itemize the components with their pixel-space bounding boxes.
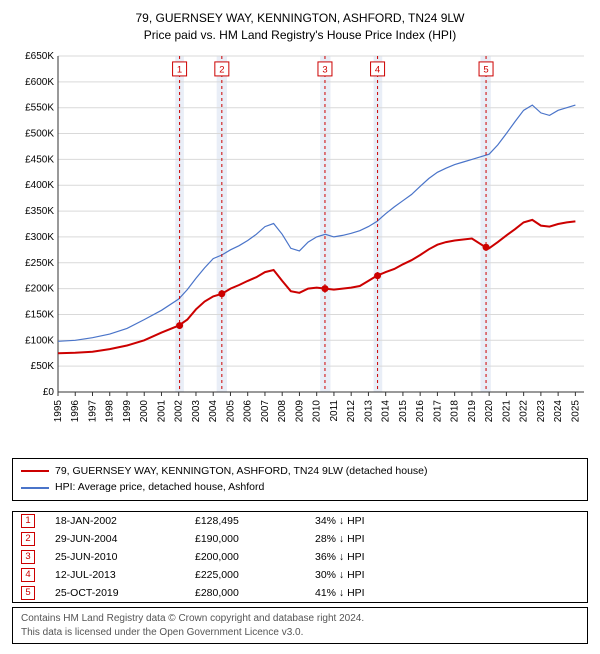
- svg-text:£100K: £100K: [25, 335, 54, 346]
- row-delta: 30% ↓ HPI: [315, 569, 455, 581]
- svg-text:2006: 2006: [243, 399, 254, 422]
- row-price: £225,000: [195, 569, 315, 581]
- svg-text:3: 3: [322, 64, 327, 75]
- svg-text:2013: 2013: [363, 399, 374, 422]
- footer-line-2: This data is licensed under the Open Gov…: [21, 626, 579, 640]
- row-date: 29-JUN-2004: [55, 533, 195, 545]
- svg-text:2007: 2007: [260, 399, 271, 422]
- row-delta: 28% ↓ HPI: [315, 533, 455, 545]
- legend-label: HPI: Average price, detached house, Ashf…: [55, 479, 264, 496]
- legend-swatch: [21, 470, 49, 472]
- chart-title-1: 79, GUERNSEY WAY, KENNINGTON, ASHFORD, T…: [12, 10, 588, 27]
- svg-text:£650K: £650K: [25, 51, 54, 62]
- row-price: £128,495: [195, 515, 315, 527]
- svg-text:2021: 2021: [501, 399, 512, 422]
- chart-svg: £0 £50K £100K £150K £200K £250K £300K £350K £400…: [12, 50, 588, 450]
- row-delta: 34% ↓ HPI: [315, 515, 455, 527]
- svg-text:2008: 2008: [277, 399, 288, 422]
- svg-text:2014: 2014: [381, 399, 392, 422]
- svg-text:2: 2: [219, 64, 224, 75]
- row-marker: 1: [21, 514, 55, 528]
- legend-swatch: [21, 487, 49, 489]
- svg-text:1: 1: [177, 64, 182, 75]
- row-delta: 41% ↓ HPI: [315, 587, 455, 599]
- svg-text:£200K: £200K: [25, 283, 54, 294]
- chart-title-2: Price paid vs. HM Land Registry's House …: [12, 27, 588, 44]
- svg-text:£450K: £450K: [25, 154, 54, 165]
- svg-text:1995: 1995: [53, 399, 64, 422]
- row-date: 25-OCT-2019: [55, 587, 195, 599]
- svg-text:1996: 1996: [70, 399, 81, 422]
- svg-text:2018: 2018: [450, 399, 461, 422]
- table-row: 325-JUN-2010£200,00036% ↓ HPI: [13, 548, 587, 566]
- svg-text:2001: 2001: [156, 399, 167, 422]
- row-price: £200,000: [195, 551, 315, 563]
- svg-text:2015: 2015: [398, 399, 409, 422]
- row-marker: 5: [21, 586, 55, 600]
- table-row: 525-OCT-2019£280,00041% ↓ HPI: [13, 584, 587, 602]
- row-date: 12-JUL-2013: [55, 569, 195, 581]
- legend-item-property: 79, GUERNSEY WAY, KENNINGTON, ASHFORD, T…: [21, 463, 579, 480]
- svg-text:1999: 1999: [122, 399, 133, 422]
- row-price: £190,000: [195, 533, 315, 545]
- svg-text:2016: 2016: [415, 399, 426, 422]
- svg-text:2000: 2000: [139, 399, 150, 422]
- table-row: 118-JAN-2002£128,49534% ↓ HPI: [13, 512, 587, 530]
- svg-text:£0: £0: [43, 387, 55, 398]
- svg-text:£150K: £150K: [25, 309, 54, 320]
- row-marker: 4: [21, 568, 55, 582]
- row-delta: 36% ↓ HPI: [315, 551, 455, 563]
- svg-text:2010: 2010: [312, 399, 323, 422]
- svg-text:2011: 2011: [329, 399, 340, 421]
- footer-line-1: Contains HM Land Registry data © Crown c…: [21, 612, 579, 626]
- svg-text:2009: 2009: [294, 399, 305, 422]
- svg-text:£500K: £500K: [25, 128, 54, 139]
- table-row: 229-JUN-2004£190,00028% ↓ HPI: [13, 530, 587, 548]
- footer: Contains HM Land Registry data © Crown c…: [12, 607, 588, 644]
- svg-text:£400K: £400K: [25, 180, 54, 191]
- chart: £0 £50K £100K £150K £200K £250K £300K £350K £400…: [12, 50, 588, 450]
- svg-text:1998: 1998: [105, 399, 116, 422]
- legend-item-hpi: HPI: Average price, detached house, Ashf…: [21, 479, 579, 496]
- row-date: 25-JUN-2010: [55, 551, 195, 563]
- svg-text:5: 5: [483, 64, 488, 75]
- svg-text:2004: 2004: [208, 399, 219, 422]
- svg-text:£350K: £350K: [25, 206, 54, 217]
- svg-text:2003: 2003: [191, 399, 202, 422]
- svg-text:2019: 2019: [467, 399, 478, 422]
- svg-text:£300K: £300K: [25, 232, 54, 243]
- legend-label: 79, GUERNSEY WAY, KENNINGTON, ASHFORD, T…: [55, 463, 428, 480]
- svg-text:2002: 2002: [174, 399, 185, 422]
- legend: 79, GUERNSEY WAY, KENNINGTON, ASHFORD, T…: [12, 458, 588, 502]
- svg-text:2020: 2020: [484, 399, 495, 422]
- svg-text:4: 4: [375, 64, 380, 75]
- svg-text:2012: 2012: [346, 399, 357, 422]
- row-date: 18-JAN-2002: [55, 515, 195, 527]
- svg-text:£50K: £50K: [31, 361, 55, 372]
- svg-text:£550K: £550K: [25, 102, 54, 113]
- row-price: £280,000: [195, 587, 315, 599]
- svg-text:2022: 2022: [519, 399, 530, 422]
- svg-text:2005: 2005: [225, 399, 236, 422]
- table-row: 412-JUL-2013£225,00030% ↓ HPI: [13, 566, 587, 584]
- svg-text:2025: 2025: [570, 399, 581, 422]
- svg-text:2017: 2017: [432, 399, 443, 422]
- sales-table: 118-JAN-2002£128,49534% ↓ HPI229-JUN-200…: [12, 511, 588, 603]
- svg-text:£250K: £250K: [25, 257, 54, 268]
- row-marker: 3: [21, 550, 55, 564]
- row-marker: 2: [21, 532, 55, 546]
- svg-text:1997: 1997: [87, 399, 98, 422]
- svg-text:2023: 2023: [536, 399, 547, 422]
- svg-text:£600K: £600K: [25, 76, 54, 87]
- svg-text:2024: 2024: [553, 399, 564, 422]
